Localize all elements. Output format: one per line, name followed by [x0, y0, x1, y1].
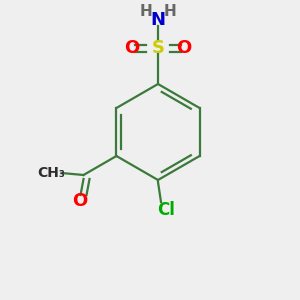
Text: O: O: [176, 39, 192, 57]
Text: O: O: [124, 39, 140, 57]
Text: O: O: [72, 192, 87, 210]
Text: H: H: [140, 4, 152, 20]
Text: N: N: [151, 11, 166, 29]
Text: H: H: [164, 4, 176, 20]
Text: Cl: Cl: [157, 201, 175, 219]
Text: S: S: [152, 39, 164, 57]
Text: CH₃: CH₃: [38, 166, 65, 180]
